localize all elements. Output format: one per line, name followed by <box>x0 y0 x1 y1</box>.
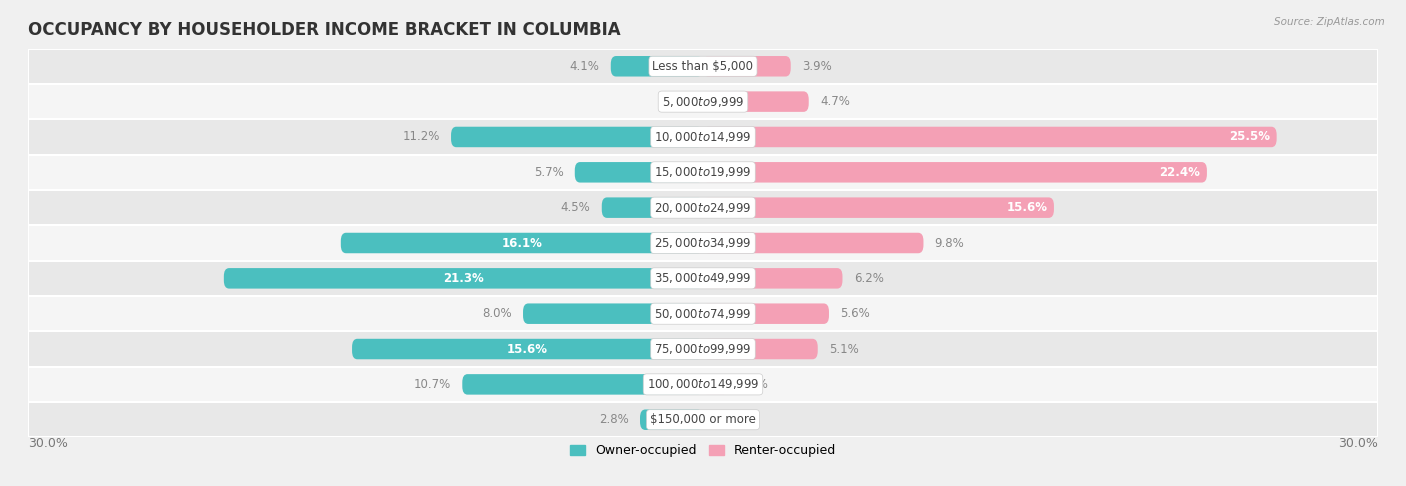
Text: 8.0%: 8.0% <box>482 307 512 320</box>
FancyBboxPatch shape <box>703 339 818 359</box>
FancyBboxPatch shape <box>463 374 703 395</box>
FancyBboxPatch shape <box>703 374 728 395</box>
Text: 2.8%: 2.8% <box>599 413 628 426</box>
FancyBboxPatch shape <box>703 162 1206 183</box>
FancyBboxPatch shape <box>575 162 703 183</box>
FancyBboxPatch shape <box>28 119 1378 155</box>
FancyBboxPatch shape <box>352 339 703 359</box>
Text: 22.4%: 22.4% <box>1160 166 1201 179</box>
FancyBboxPatch shape <box>703 197 1054 218</box>
Text: $20,000 to $24,999: $20,000 to $24,999 <box>654 201 752 215</box>
Text: Less than $5,000: Less than $5,000 <box>652 60 754 73</box>
Text: 11.2%: 11.2% <box>402 130 440 143</box>
FancyBboxPatch shape <box>703 56 790 76</box>
Text: $75,000 to $99,999: $75,000 to $99,999 <box>654 342 752 356</box>
FancyBboxPatch shape <box>640 410 703 430</box>
FancyBboxPatch shape <box>28 367 1378 402</box>
Text: Source: ZipAtlas.com: Source: ZipAtlas.com <box>1274 17 1385 27</box>
Text: 1.1%: 1.1% <box>740 378 769 391</box>
FancyBboxPatch shape <box>602 197 703 218</box>
Text: 3.9%: 3.9% <box>801 60 832 73</box>
FancyBboxPatch shape <box>703 303 830 324</box>
Text: 15.6%: 15.6% <box>1007 201 1047 214</box>
Text: 4.1%: 4.1% <box>569 60 599 73</box>
Text: $50,000 to $74,999: $50,000 to $74,999 <box>654 307 752 321</box>
Text: $25,000 to $34,999: $25,000 to $34,999 <box>654 236 752 250</box>
Text: 15.6%: 15.6% <box>508 343 548 356</box>
Text: 5.7%: 5.7% <box>534 166 564 179</box>
Text: 10.7%: 10.7% <box>413 378 451 391</box>
FancyBboxPatch shape <box>703 268 842 289</box>
Text: OCCUPANCY BY HOUSEHOLDER INCOME BRACKET IN COLUMBIA: OCCUPANCY BY HOUSEHOLDER INCOME BRACKET … <box>28 21 620 39</box>
Text: $10,000 to $14,999: $10,000 to $14,999 <box>654 130 752 144</box>
Text: $150,000 or more: $150,000 or more <box>650 413 756 426</box>
FancyBboxPatch shape <box>28 402 1378 437</box>
Text: 4.5%: 4.5% <box>561 201 591 214</box>
FancyBboxPatch shape <box>28 49 1378 84</box>
FancyBboxPatch shape <box>703 127 1277 147</box>
Text: 4.7%: 4.7% <box>820 95 849 108</box>
FancyBboxPatch shape <box>28 331 1378 367</box>
Text: 16.1%: 16.1% <box>502 237 543 249</box>
Text: 9.8%: 9.8% <box>935 237 965 249</box>
Text: $5,000 to $9,999: $5,000 to $9,999 <box>662 95 744 108</box>
FancyBboxPatch shape <box>523 303 703 324</box>
Text: 30.0%: 30.0% <box>28 437 67 451</box>
FancyBboxPatch shape <box>224 268 703 289</box>
Legend: Owner-occupied, Renter-occupied: Owner-occupied, Renter-occupied <box>565 439 841 462</box>
FancyBboxPatch shape <box>703 91 808 112</box>
FancyBboxPatch shape <box>703 233 924 253</box>
FancyBboxPatch shape <box>340 233 703 253</box>
FancyBboxPatch shape <box>610 56 703 76</box>
FancyBboxPatch shape <box>28 260 1378 296</box>
Text: 0.0%: 0.0% <box>662 95 692 108</box>
Text: 5.1%: 5.1% <box>830 343 859 356</box>
FancyBboxPatch shape <box>28 226 1378 260</box>
Text: 25.5%: 25.5% <box>1229 130 1270 143</box>
Text: 6.2%: 6.2% <box>853 272 883 285</box>
Text: $100,000 to $149,999: $100,000 to $149,999 <box>647 378 759 391</box>
Text: 0.0%: 0.0% <box>714 413 744 426</box>
FancyBboxPatch shape <box>28 84 1378 119</box>
FancyBboxPatch shape <box>28 296 1378 331</box>
Text: $35,000 to $49,999: $35,000 to $49,999 <box>654 271 752 285</box>
FancyBboxPatch shape <box>28 190 1378 226</box>
Text: 30.0%: 30.0% <box>1339 437 1378 451</box>
Text: $15,000 to $19,999: $15,000 to $19,999 <box>654 165 752 179</box>
FancyBboxPatch shape <box>28 155 1378 190</box>
Text: 21.3%: 21.3% <box>443 272 484 285</box>
Text: 5.6%: 5.6% <box>841 307 870 320</box>
FancyBboxPatch shape <box>451 127 703 147</box>
